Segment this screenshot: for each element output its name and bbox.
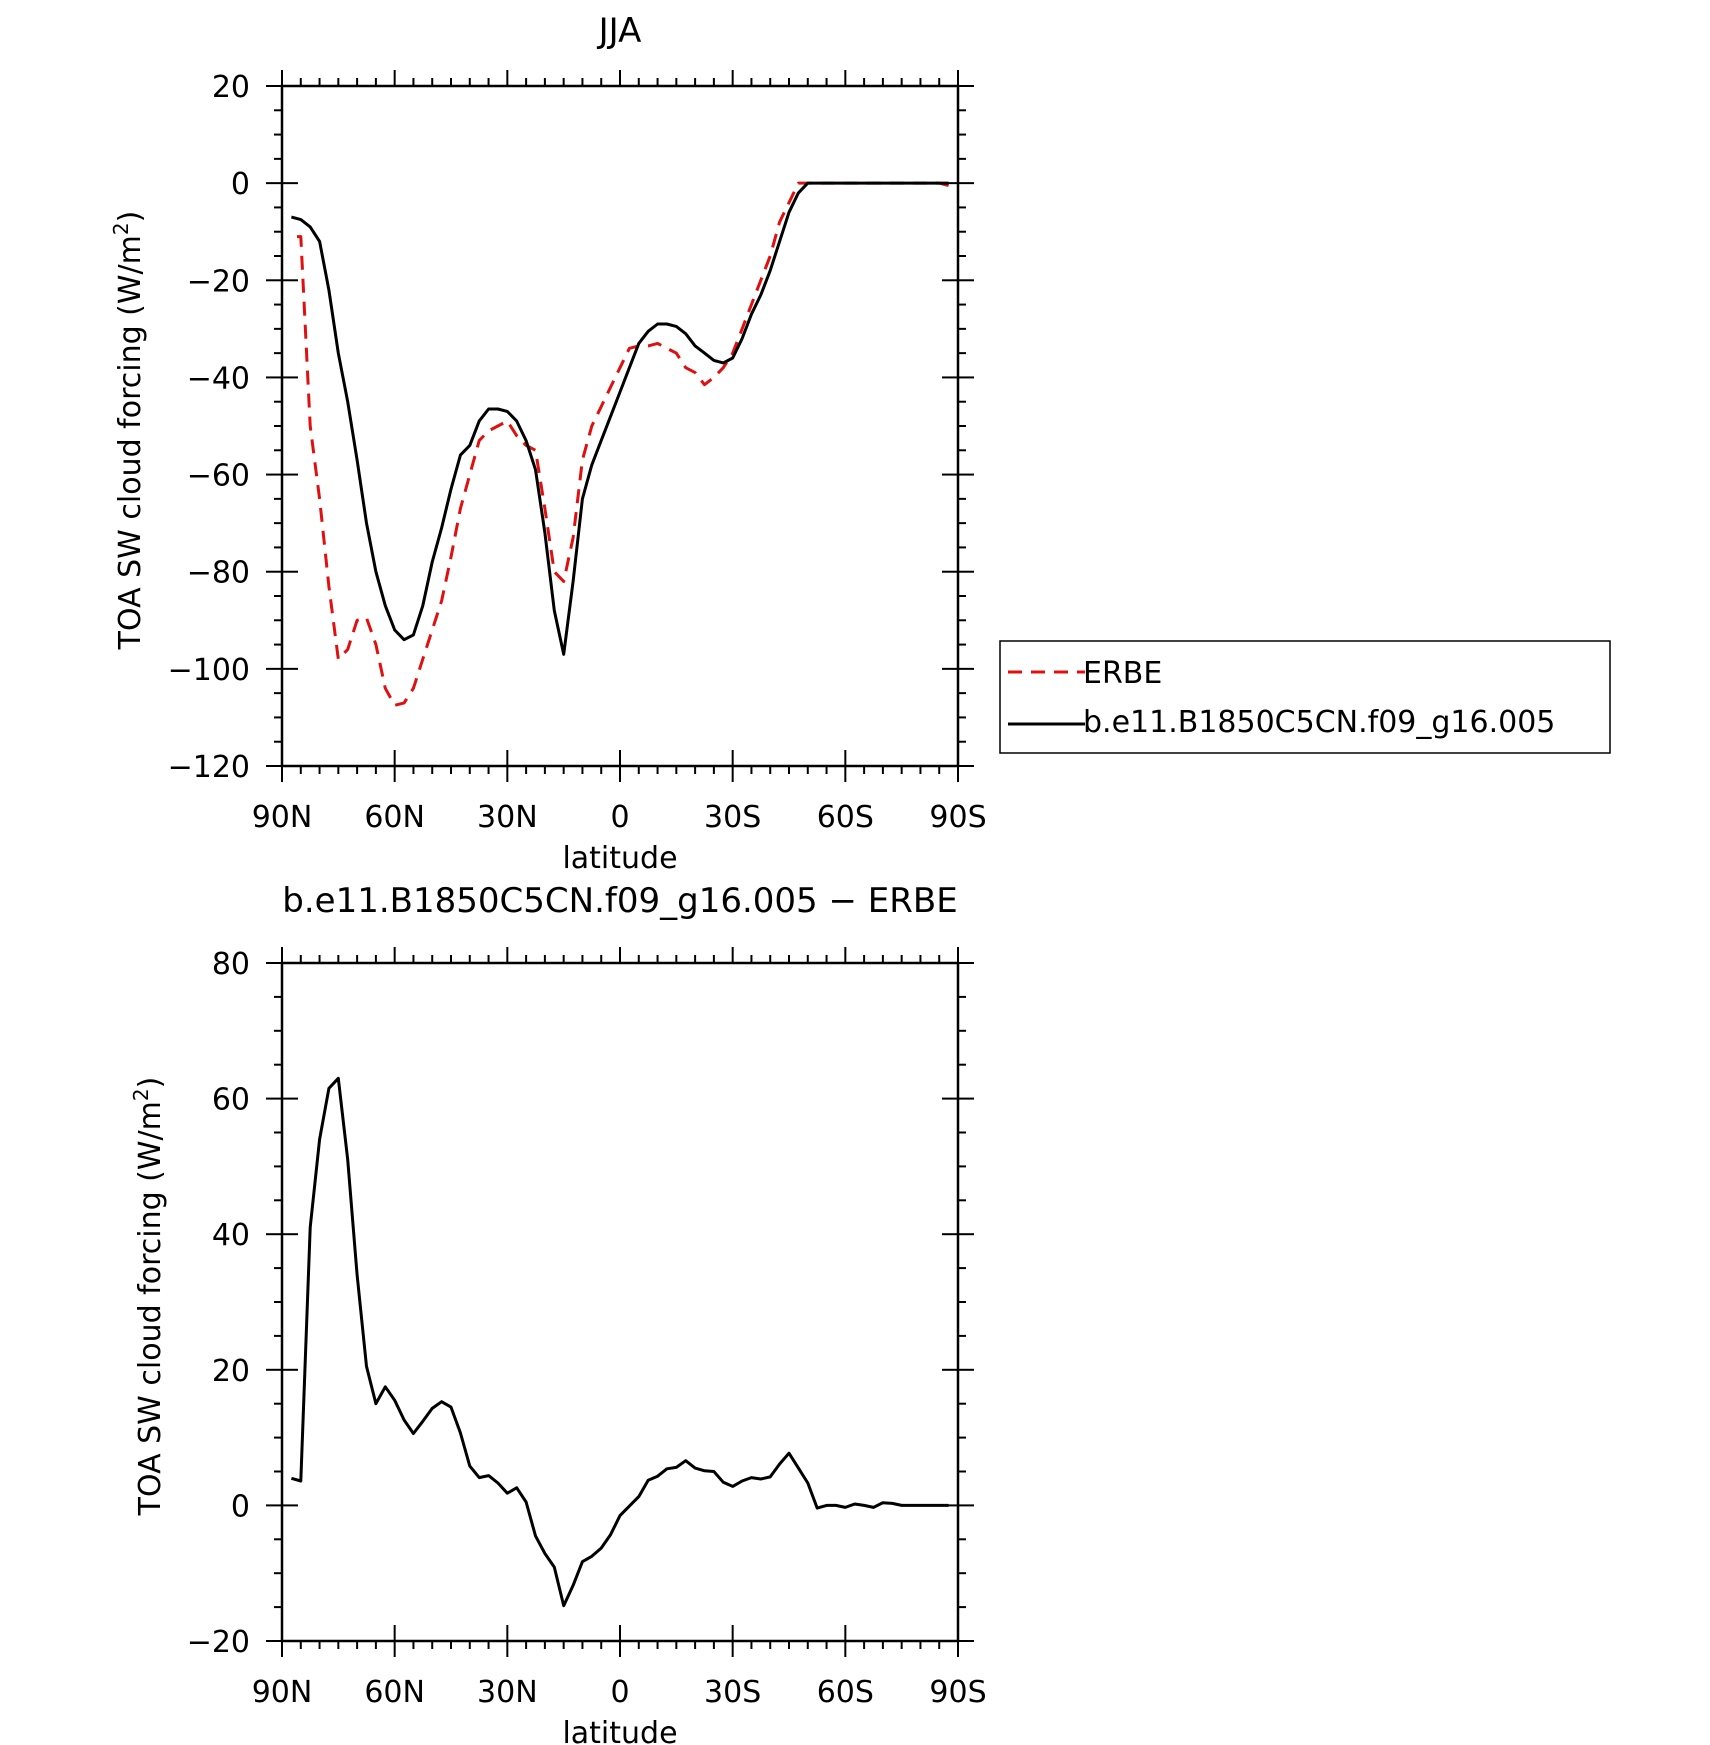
bottom-panel-y-axis-title-main: TOA SW cloud forcing (W/m [133, 1101, 168, 1516]
bottom-panel-x-axis-title: latitude [562, 1716, 677, 1745]
top-panel-title: JJA [597, 11, 642, 51]
bottom-panel-y-axis-title-close: ) [133, 1077, 168, 1089]
legend-box [999, 640, 1611, 754]
top-panel-x-tick-label: 30N [477, 800, 538, 835]
bottom-panel-x-tick-label: 60N [364, 1675, 425, 1710]
top-panel-y-axis-title: TOA SW cloud forcing (W/m2) [109, 211, 148, 651]
top-panel-y-tick-label: −20 [187, 264, 250, 299]
top-panel-y-axis-title-main: TOA SW cloud forcing (W/m [113, 235, 148, 650]
legend-label-model: b.e11.B1850C5CN.f09_g16.005 [1083, 705, 1555, 740]
top-panel-y-axis-title-close: ) [113, 211, 148, 223]
top-panel-x-tick-label: 90S [929, 800, 986, 835]
top-panel-y-tick-label: −100 [168, 653, 250, 688]
bottom-panel-axes: 90N 60N 30N 0 30S 60S 90S 80 60 40 20 0 −20 [187, 947, 987, 1710]
bottom-panel-x-tick-label: 60S [817, 1675, 874, 1710]
bottom-panel-y-axis-title: TOA SW cloud forcing (W/m2) [129, 1077, 168, 1517]
top-panel-y-tick-label: 0 [231, 167, 250, 202]
bottom-panel-y-tick-label: −20 [187, 1625, 250, 1660]
top-panel-x-axis-title: latitude [562, 841, 677, 876]
top-panel-frame [280, 84, 960, 768]
bottom-panel-y-tick-label: 0 [231, 1489, 250, 1524]
top-panel-y-tick-label: −120 [168, 750, 250, 785]
top-panel-x-tick-label: 30S [704, 800, 761, 835]
top-panel-y-tick-label: −60 [187, 459, 250, 494]
top-panel-series [291, 181, 949, 707]
top-panel-y-tick-label: 20 [212, 70, 250, 105]
bottom-panel-y-tick-label: 20 [212, 1354, 250, 1389]
top-panel-y-tick-label: −80 [187, 556, 250, 591]
top-panel-y-tick-label: −40 [187, 361, 250, 396]
bottom-panel-title: b.e11.B1850C5CN.f09_g16.005 − ERBE [282, 881, 957, 921]
top-panel-y-axis-title-sup: 2 [109, 222, 133, 235]
bottom-panel: b.e11.B1850C5CN.f09_g16.005 − ERBE 90N 60… [129, 881, 987, 1745]
top-panel-axes: 90N 60N 30N 0 30S 60S 90S 20 0 −20 −40 −60 −80 −100 −1… [168, 70, 987, 835]
legend: ERBE b.e11.B1850C5CN.f09_g16.005 [999, 640, 1611, 754]
legend-label-erbe: ERBE [1083, 656, 1162, 691]
top-panel-series-line-b-e11-b1850c5cn-f09-g16-005 [291, 181, 949, 656]
top-panel-x-tick-label: 60N [364, 800, 425, 835]
bottom-panel-frame [280, 961, 960, 1643]
top-panel-x-tick-label: 0 [610, 800, 629, 835]
bottom-panel-x-tick-label: 30N [477, 1675, 538, 1710]
bottom-panel-y-tick-label: 40 [212, 1218, 250, 1253]
bottom-panel-y-tick-label: 80 [212, 947, 250, 982]
bottom-panel-series-line-difference [290, 1076, 949, 1608]
top-panel-x-tick-label: 90N [252, 800, 313, 835]
bottom-panel-x-tick-label: 30S [704, 1675, 761, 1710]
top-panel-series-line-erbe [297, 181, 949, 707]
bottom-panel-y-axis-title-sup: 2 [129, 1088, 153, 1101]
bottom-panel-x-tick-label: 0 [610, 1675, 629, 1710]
bottom-panel-series [290, 1076, 949, 1608]
top-panel-x-tick-label: 60S [817, 800, 874, 835]
top-panel: JJA 90N 60N 30N 0 30S 60S 90S 20 0 −20 −40 −60 −80 −1… [109, 11, 987, 876]
bottom-panel-x-tick-label: 90S [929, 1675, 986, 1710]
bottom-panel-y-tick-label: 60 [212, 1083, 250, 1118]
bottom-panel-x-tick-label: 90N [252, 1675, 313, 1710]
